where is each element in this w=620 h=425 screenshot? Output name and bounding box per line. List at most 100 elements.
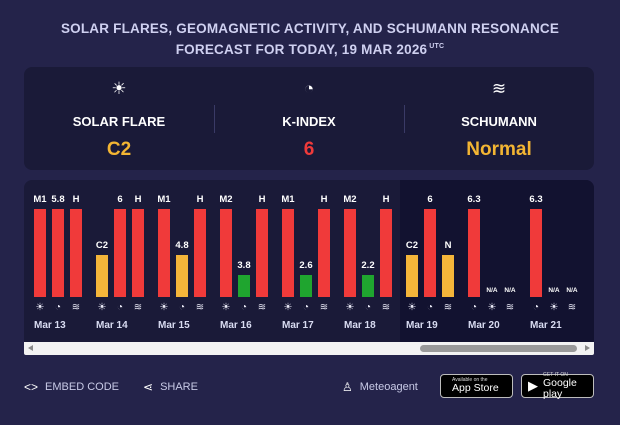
google-play-big-text: Google play [543,377,577,400]
chart-bar[interactable] [220,209,232,297]
magnet-icon: ◔ [470,302,478,313]
waves-icon: ≋ [491,79,507,98]
bar-value-label: H [320,194,328,205]
waves-icon: ≋ [443,302,453,313]
summary-solar-flare: ☀ SOLAR FLARE C2 [24,67,214,170]
day-label: Mar 19 [406,320,438,331]
code-icon: <> [24,380,39,394]
share-button[interactable]: ⋖ SHARE [143,380,198,394]
bar-value-label: 6 [427,194,433,205]
sun-icon: ☀ [97,302,107,313]
summary-value: 6 [303,139,315,160]
bar-value-label: M2 [219,194,233,205]
chart-bar[interactable] [96,255,108,297]
chart-bar[interactable] [468,209,480,297]
summary-label: SCHUMANN [461,114,537,129]
bar-value-label: 3.8 [237,260,251,271]
bar-value-label: C2 [95,240,109,251]
magnet-icon: ◔ [426,302,434,313]
google-play-button[interactable]: ▶ GET IT ON Google play [521,372,594,400]
chart-bar[interactable] [344,209,356,297]
embed-code-button[interactable]: <> EMBED CODE [24,380,119,394]
chart-bar[interactable] [52,209,64,297]
chart-scrollbar[interactable] [24,342,594,355]
sun-icon: ☀ [407,302,417,313]
chart-bar[interactable] [282,209,294,297]
bar-value-label: M1 [281,194,295,205]
bar-value-label: N/A [504,287,516,294]
embed-code-label: EMBED CODE [45,381,119,393]
day-label: Mar 16 [220,320,252,331]
waves-icon: ≋ [195,302,205,313]
waves-icon: ≋ [381,302,391,313]
chart-bar[interactable] [424,209,436,297]
scrollbar-thumb[interactable] [420,345,577,352]
forecast-chart[interactable]: M1 ☀ 5.8 ◔ H ≋ Mar 13 C2 ☀ 6 ◔ H ≋ Mar 14 M1 ☀ 4.8 ◔ H ≋ Mar… [24,180,594,342]
magnet-icon: ◔ [54,302,62,313]
chart-bar[interactable] [158,209,170,297]
magnet-icon: ◔ [302,302,310,313]
bar-value-label: C2 [405,240,419,251]
chart-bar[interactable] [256,209,268,297]
chart-bar[interactable] [318,209,330,297]
sun-icon: ☀ [35,302,45,313]
meteoagent-link[interactable]: ♙ Meteoagent [342,380,418,394]
chart-bar[interactable] [176,255,188,297]
chart-bar[interactable] [132,209,144,297]
chart-bar[interactable] [380,209,392,297]
waves-icon: ≋ [133,302,143,313]
chart-bar[interactable] [114,209,126,297]
bar-value-label: 6.3 [467,194,481,205]
bar-value-label: 6.3 [529,194,543,205]
chart-bar[interactable] [300,275,312,297]
day-label: Mar 21 [530,320,562,331]
summary-schumann: ≋ SCHUMANN Normal [404,67,594,170]
summary-label: SOLAR FLARE [72,114,166,129]
sun-icon: ☀ [221,302,231,313]
scroll-left-arrow-icon[interactable] [28,345,33,351]
magnet-icon: ◔ [364,302,372,313]
summary-k-index: ◔ K-INDEX 6 [214,67,404,170]
chart-bar[interactable] [406,255,418,297]
chart-bar[interactable] [70,209,82,297]
sun-icon: ☀ [159,302,169,313]
waves-icon: ≋ [71,302,81,313]
summary-label: K-INDEX [282,114,336,129]
app-store-button[interactable]: Available on the App Store [440,374,513,398]
bar-value-label: 2.6 [299,260,313,271]
chart-bar[interactable] [530,209,542,297]
bar-value-label: M1 [157,194,171,205]
waves-icon: ≋ [257,302,267,313]
bar-value-label: H [72,194,80,205]
share-icon: ⋖ [143,380,154,394]
title-line-2: FORECAST FOR TODAY, 19 MAR 2026 UTC [175,42,445,57]
today-summary-panel: ☀ SOLAR FLARE C2 ◔ K-INDEX 6 ≋ SCHUMANN … [24,67,594,170]
summary-value: C2 [106,139,132,160]
app-store-big-text: App Store [452,382,499,395]
waves-icon: ≋ [567,302,577,313]
scroll-right-arrow-icon[interactable] [585,345,590,351]
chart-bar[interactable] [194,209,206,297]
footer-bar: <> EMBED CODE ⋖ SHARE ♙ Meteoagent Avail… [0,372,620,402]
bar-value-label: N/A [548,287,560,294]
google-play-small-text: GET IT ON [543,372,568,378]
bar-value-label: N [444,240,452,251]
bar-value-label: 2.2 [361,260,375,271]
app-store-small-text: Available on the [452,377,488,384]
sun-icon: ☀ [345,302,355,313]
magnet-icon: ◔ [303,79,315,98]
chart-bar[interactable] [442,255,454,297]
play-icon: ▶ [528,378,538,393]
bar-value-label: M2 [343,194,357,205]
sun-icon: ☀ [111,79,127,98]
day-label: Mar 14 [96,320,128,331]
chart-bar[interactable] [362,275,374,297]
waves-icon: ≋ [505,302,515,313]
summary-value: Normal [466,139,532,160]
bar-value-label: N/A [566,287,578,294]
chart-bar[interactable] [34,209,46,297]
day-label: Mar 15 [158,320,190,331]
day-label: Mar 20 [468,320,500,331]
share-label: SHARE [160,381,198,393]
chart-bar[interactable] [238,275,250,297]
